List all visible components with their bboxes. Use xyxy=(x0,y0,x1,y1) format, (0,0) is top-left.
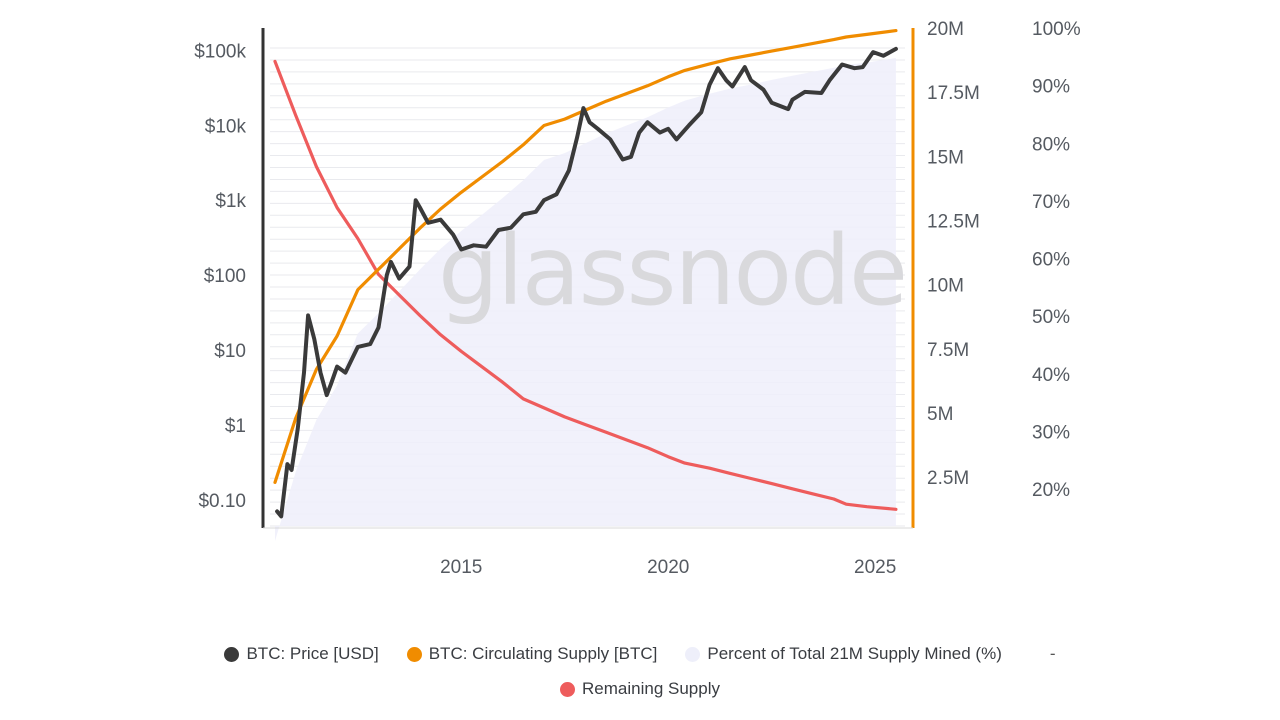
legend-trailing-dash: - xyxy=(1049,644,1056,663)
legend-label-price: BTC: Price [USD] xyxy=(246,644,379,663)
legend-row-1: BTC: Price [USD] BTC: Circulating Supply… xyxy=(0,644,1280,664)
y-left-tick-label: $1k xyxy=(215,191,246,212)
y-right1-tick-label: 5M xyxy=(927,404,953,425)
y-right2-tick-label: 30% xyxy=(1032,422,1070,443)
series-line-remaining-supply xyxy=(273,59,898,511)
percent-mined-area-layer xyxy=(275,58,896,541)
y-left-tick-label: $10k xyxy=(205,116,247,137)
series-lines xyxy=(273,29,898,519)
y-left-tick-label: $100k xyxy=(194,41,246,62)
y-right1-tick-label: 12.5M xyxy=(927,212,980,233)
series-area-percent-mined xyxy=(275,58,896,541)
y-right1-tick-label: 15M xyxy=(927,147,964,168)
legend-item-percent-mined[interactable]: Percent of Total 21M Supply Mined (%) xyxy=(685,644,1002,664)
y-right1-tick-label: 20M xyxy=(927,19,964,40)
y-right1-tick-label: 17.5M xyxy=(927,83,980,104)
legend-label-remaining-supply: Remaining Supply xyxy=(582,679,720,698)
y-right1-tick-label: 10M xyxy=(927,276,964,297)
y-right2-tick-label: 40% xyxy=(1032,365,1070,386)
x-tick-label: 2025 xyxy=(854,557,896,578)
y-right2-tick-label: 20% xyxy=(1032,480,1070,501)
legend-marker-remaining-supply xyxy=(560,681,576,697)
y-right2-tick-label: 90% xyxy=(1032,77,1070,98)
legend-item-remaining-supply[interactable]: Remaining Supply xyxy=(560,679,720,699)
y-right2-tick-label: 50% xyxy=(1032,307,1070,328)
y-right2-tick-label: 70% xyxy=(1032,192,1070,213)
y-left-tick-label: $10 xyxy=(214,341,246,362)
series-line-price xyxy=(275,46,898,519)
x-tick-label: 2015 xyxy=(440,557,482,578)
legend-marker-circulating-supply xyxy=(406,646,422,662)
y-right2-tick-label: 100% xyxy=(1032,19,1081,40)
legend-marker-percent-mined xyxy=(685,646,701,662)
axis-ticks: $0.10 $1 $10 $100 $1k $10k $100k 2.5M 5M 7.5M 10M 1… xyxy=(194,19,1080,578)
y-right1-tick-label: 7.5M xyxy=(927,340,969,361)
x-tick-label: 2020 xyxy=(647,557,689,578)
y-left-tick-label: $1 xyxy=(225,416,246,437)
y-left-tick-label: $100 xyxy=(204,266,246,287)
y-right2-tick-label: 80% xyxy=(1032,134,1070,155)
y-right2-tick-label: 60% xyxy=(1032,250,1070,271)
legend-row-2: Remaining Supply xyxy=(0,679,1280,699)
y-left-tick-label: $0.10 xyxy=(198,491,246,512)
legend-item-price[interactable]: BTC: Price [USD] xyxy=(224,644,379,664)
legend-label-percent-mined: Percent of Total 21M Supply Mined (%) xyxy=(707,644,1002,663)
y-right1-tick-label: 2.5M xyxy=(927,468,969,489)
watermark: glassnode xyxy=(438,215,906,327)
legend-item-circulating-supply[interactable]: BTC: Circulating Supply [BTC] xyxy=(406,644,658,664)
legend-marker-price xyxy=(224,646,240,662)
legend-label-circulating-supply: BTC: Circulating Supply [BTC] xyxy=(428,644,658,663)
